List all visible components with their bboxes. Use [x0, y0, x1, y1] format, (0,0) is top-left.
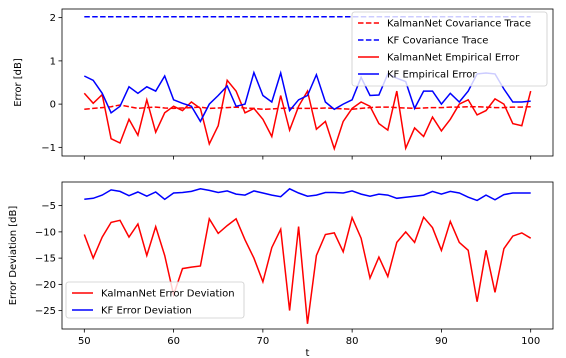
bottom-axes-frame: [61, 181, 554, 330]
y-tick-label: −20: [35, 280, 56, 291]
bottom-panel: −25 −20 −15 −10 −5 50 60 70 80 90 100 Error Deviat…: [8, 181, 554, 358]
legend-label: KF Error Deviation: [101, 306, 192, 317]
legend-label: KF Covariance Trace: [387, 36, 488, 47]
bottom-legend: KalmanNet Error Deviation KF Error Deviat…: [65, 281, 245, 319]
y-tick-label: 0: [50, 100, 56, 111]
top-axes-frame: [61, 8, 554, 157]
legend-box: [65, 281, 245, 319]
y-tick-label: 1: [50, 56, 56, 67]
top-y-axis-label: Error [dB]: [13, 58, 24, 107]
x-tick-label: 60: [167, 336, 180, 347]
legend-label: KalmanNet Error Deviation: [101, 289, 235, 300]
series-line-3: [83, 70, 531, 123]
x-tick-label: 90: [435, 336, 448, 347]
top-panel: −1 0 1 2 Error [dB] KalmanNet Covariance Tr…: [13, 8, 554, 160]
y-tick-label: −10: [35, 227, 56, 238]
series-line-0: [84, 104, 531, 111]
series-line-0: [83, 215, 532, 324]
x-tick-label: 80: [346, 336, 359, 347]
series-line-1: [84, 187, 531, 202]
y-tick-label: −1: [41, 143, 56, 154]
x-tick-label: 50: [78, 336, 91, 347]
top-series-lines: [83, 16, 532, 152]
bottom-series-lines: [83, 187, 532, 324]
legend-label: KalmanNet Empirical Error: [387, 53, 520, 64]
x-tick-label: 70: [256, 336, 269, 347]
legend-label: KalmanNet Covariance Trace: [387, 19, 531, 30]
y-tick-label: 2: [50, 13, 56, 24]
top-ticks: −1 0 1 2: [41, 13, 532, 160]
x-tick-label: 100: [521, 336, 540, 347]
y-tick-label: −5: [41, 201, 56, 212]
top-legend: KalmanNet Covariance Trace KF Covariance …: [351, 11, 548, 87]
legend-box: [351, 11, 548, 87]
series-line-2: [83, 78, 532, 152]
bottom-x-axis-label: t: [306, 348, 310, 358]
bottom-ticks: −25 −20 −15 −10 −5 50 60 70 80 90 100: [35, 201, 540, 347]
legend-label: KF Empirical Error: [387, 70, 477, 81]
y-tick-label: −25: [35, 306, 56, 317]
y-tick-label: −15: [35, 254, 56, 265]
bottom-y-axis-label: Error Deviation [dB]: [8, 206, 19, 306]
